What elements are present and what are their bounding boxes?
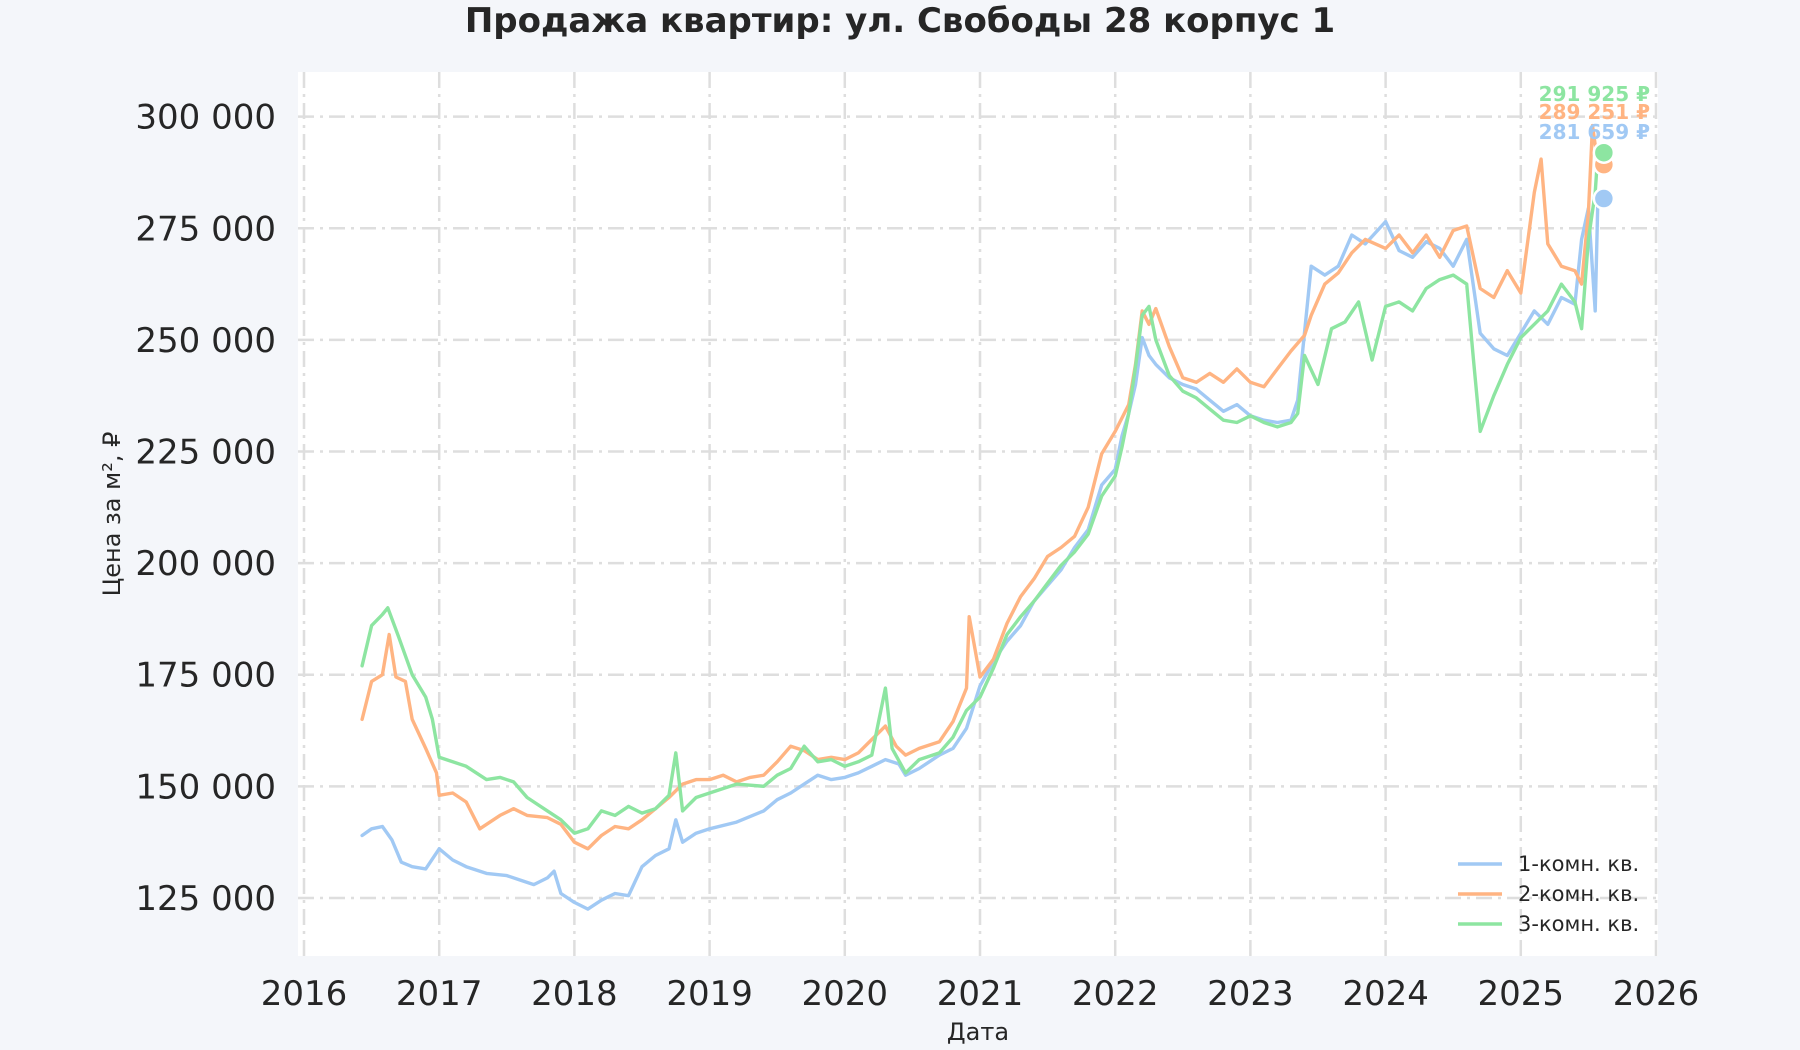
x-axis-ticks: 2016 2017 2018 2019 2020 2021 2022 2023 2024 2025…: [261, 974, 1700, 1014]
legend-label: 3-комн. кв.: [1518, 912, 1639, 936]
x-tick-label: 2017: [396, 974, 483, 1014]
y-axis-label: Цена за м², ₽: [98, 432, 126, 597]
y-axis-ticks: 125 000 150 000 175 000 200 000 225 000 250 0…: [135, 98, 276, 919]
y-tick-label: 225 000: [135, 432, 276, 472]
plot-background: [298, 72, 1658, 956]
end-point-marker: [1592, 187, 1616, 210]
x-tick-label: 2022: [1072, 974, 1159, 1014]
series-line: [360, 151, 1600, 835]
x-tick-label: 2024: [1342, 974, 1429, 1014]
end-labels: 281 659 ₽289 251 ₽291 925 ₽: [1539, 82, 1650, 144]
y-tick-label: 175 000: [135, 656, 276, 696]
x-tick-label: 2021: [937, 974, 1024, 1014]
x-axis-label: Дата: [947, 1018, 1009, 1046]
x-tick-label: 2020: [802, 974, 889, 1014]
x-tick-label: 2026: [1613, 974, 1700, 1014]
end-point-marker: [1592, 141, 1616, 164]
legend-label: 2-комн. кв.: [1518, 882, 1639, 906]
x-tick-label: 2023: [1207, 974, 1294, 1014]
x-tick-label: 2016: [261, 974, 348, 1014]
legend: 1-комн. кв. 2-комн. кв. 3-комн. кв.: [1458, 852, 1639, 936]
x-tick-label: 2018: [531, 974, 618, 1014]
series-line: [360, 123, 1600, 851]
series-line: [360, 196, 1600, 911]
end-value-label: 281 659 ₽: [1539, 120, 1650, 144]
x-tick-label: 2025: [1478, 974, 1565, 1014]
legend-label: 1-комн. кв.: [1518, 852, 1639, 876]
y-tick-label: 300 000: [135, 98, 276, 138]
x-tick-label: 2019: [666, 974, 753, 1014]
chart-title: Продажа квартир: ул. Свободы 28 корпус 1: [465, 1, 1335, 41]
grid: [298, 72, 1658, 956]
y-tick-label: 200 000: [135, 544, 276, 584]
end-markers: [1592, 141, 1616, 210]
end-value-label: 291 925 ₽: [1539, 82, 1650, 106]
y-tick-label: 275 000: [135, 209, 276, 249]
y-tick-label: 250 000: [135, 321, 276, 361]
y-tick-label: 125 000: [135, 879, 276, 919]
end-value-label: 289 251 ₽: [1539, 100, 1650, 124]
series-lines: [360, 123, 1600, 911]
y-tick-label: 150 000: [135, 767, 276, 807]
